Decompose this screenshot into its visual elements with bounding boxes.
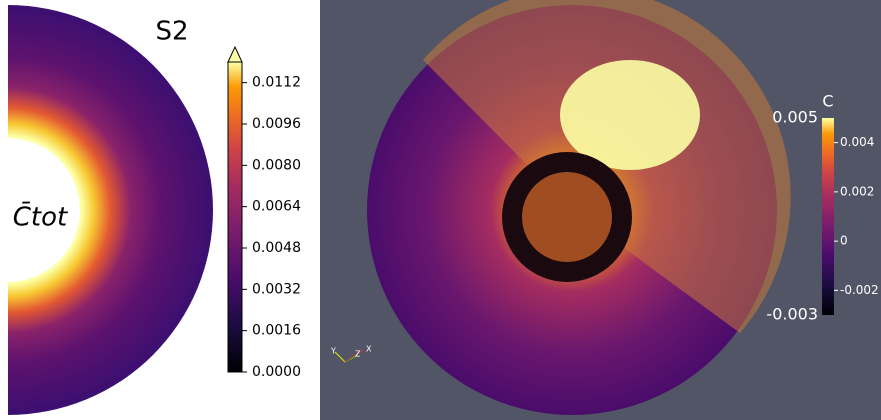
tick-label: 0.0080 bbox=[252, 157, 301, 173]
panel-title: S2 bbox=[155, 17, 188, 47]
tick-label: -0.002 bbox=[840, 283, 879, 297]
colorbar bbox=[822, 118, 834, 315]
tick-label: 0.0064 bbox=[252, 199, 301, 215]
core-detail bbox=[522, 172, 612, 262]
range-label: 0.005 bbox=[772, 108, 818, 127]
plume bbox=[560, 60, 700, 170]
axis-label: Y bbox=[330, 347, 336, 356]
tick-label: 0.0048 bbox=[252, 240, 301, 256]
axis-label: X bbox=[366, 345, 372, 354]
axis-label: Z bbox=[355, 350, 361, 359]
field-label: C̄tot bbox=[13, 201, 68, 233]
tick-label: 0.002 bbox=[840, 184, 874, 198]
tick-label: 0.0016 bbox=[252, 323, 301, 339]
figure: S2 C̄tot 0.0000 0.0016 0.0032 0.0048 0.0064 0… bbox=[0, 0, 881, 420]
tick-label: 0 bbox=[840, 234, 848, 248]
tick-label: 0.0112 bbox=[252, 75, 301, 91]
tick-label: 0.0032 bbox=[252, 281, 301, 297]
range-label: -0.003 bbox=[766, 305, 818, 324]
colorbar-title: C bbox=[822, 92, 833, 111]
tick-label: 0.0096 bbox=[252, 116, 301, 132]
colorbar bbox=[228, 62, 242, 372]
tick-label: 0.0000 bbox=[252, 364, 301, 380]
tick-label: 0.004 bbox=[840, 135, 874, 149]
